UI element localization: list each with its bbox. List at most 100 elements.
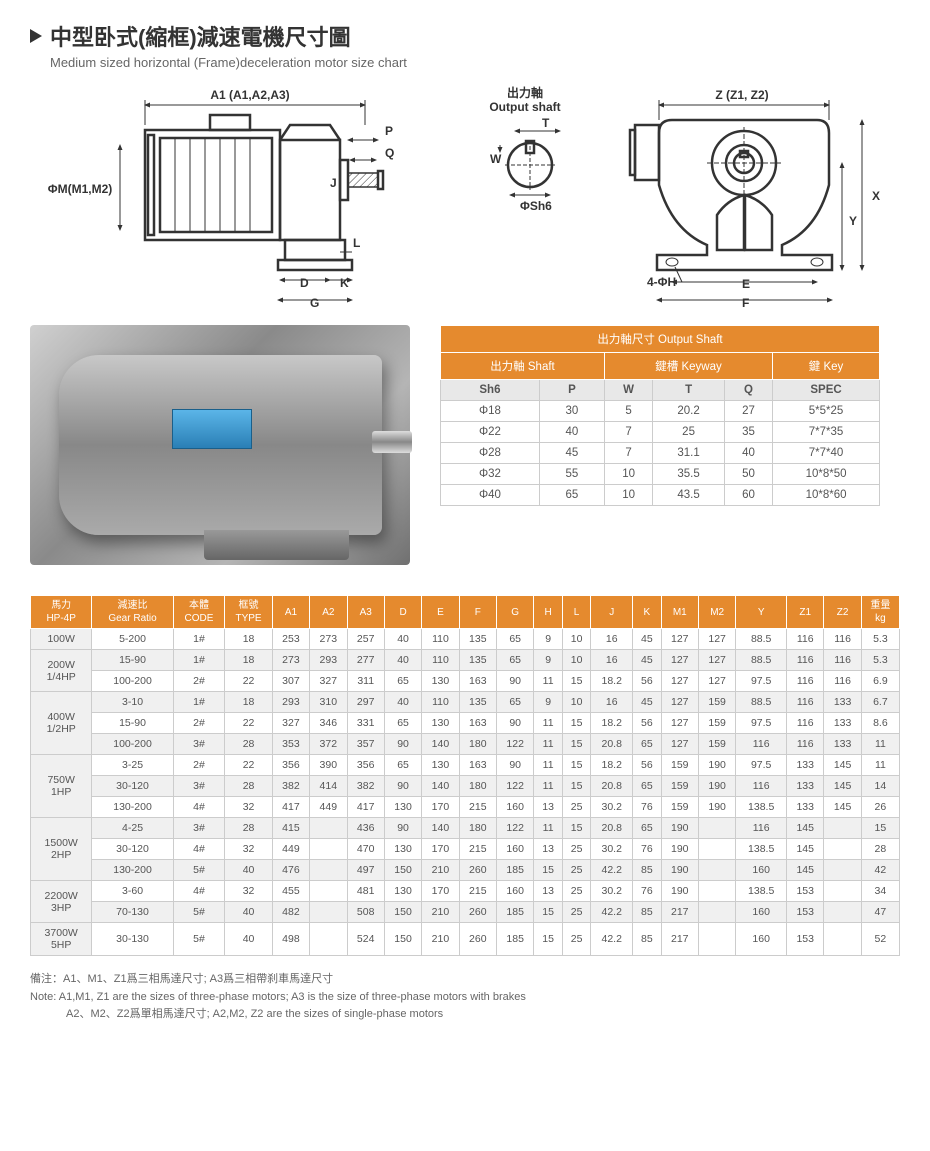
- table-cell: 40: [225, 923, 272, 956]
- table-cell: 70-130: [92, 902, 173, 923]
- table-cell: 42.2: [591, 923, 633, 956]
- table-cell: 481: [347, 881, 384, 902]
- table-cell: 215: [459, 797, 496, 818]
- table-cell: 185: [497, 923, 534, 956]
- table-cell: 482: [272, 902, 309, 923]
- table-cell: 4#: [173, 839, 225, 860]
- table-cell: 1#: [173, 629, 225, 650]
- table-cell: 116: [824, 671, 861, 692]
- table-cell: 133: [824, 734, 861, 755]
- table-cell: 150: [384, 902, 421, 923]
- svg-text:G: G: [310, 296, 319, 310]
- table-cell: 357: [347, 734, 384, 755]
- triangle-icon: [30, 29, 42, 43]
- table-cell: 97.5: [736, 713, 787, 734]
- output-shaft-diagram: 出力軸 Output shaft T W ΦSh6: [470, 85, 577, 225]
- table-cell: 356: [347, 755, 384, 776]
- table-cell: 110: [422, 650, 459, 671]
- table-cell: 20.8: [591, 776, 633, 797]
- table-cell: 3#: [173, 734, 225, 755]
- table-cell: 11: [534, 713, 562, 734]
- table-cell-hp: 1500W2HP: [31, 818, 92, 881]
- table-cell: 140: [422, 818, 459, 839]
- table-cell: 65: [384, 755, 421, 776]
- table-cell: 185: [497, 860, 534, 881]
- table-cell: 11: [861, 755, 899, 776]
- table-cell: [698, 902, 735, 923]
- table-cell: 45: [539, 443, 604, 464]
- table-cell: 90: [497, 755, 534, 776]
- table-cell: 18: [225, 650, 272, 671]
- photo-table-section: 出力軸尺寸 Output Shaft 出力軸 Shaft 鍵槽 Keyway 鍵…: [30, 325, 900, 565]
- side-view-diagram: A1 (A1,A2,A3) ΦM(M1,M2) P Q J: [30, 85, 450, 315]
- table-cell-hp: 750W1HP: [31, 755, 92, 818]
- table-cell: 415: [272, 818, 309, 839]
- table-cell: 116: [787, 671, 824, 692]
- table-column-header: A3: [347, 596, 384, 629]
- table-cell: 307: [272, 671, 309, 692]
- table-cell: 65: [384, 671, 421, 692]
- table-cell: 25: [562, 923, 590, 956]
- table-cell: 18: [225, 629, 272, 650]
- table-cell: [698, 881, 735, 902]
- table-cell: 16: [591, 692, 633, 713]
- table-cell: 56: [633, 713, 661, 734]
- table-cell: 25: [562, 797, 590, 818]
- svg-text:J: J: [330, 176, 337, 190]
- table-column-header: K: [633, 596, 661, 629]
- table-cell: 90: [384, 734, 421, 755]
- table-cell: 40: [539, 422, 604, 443]
- table-cell: 56: [633, 755, 661, 776]
- table-column-header: G: [497, 596, 534, 629]
- table-cell: 1#: [173, 692, 225, 713]
- table-cell: 116: [736, 818, 787, 839]
- table-cell: 76: [633, 797, 661, 818]
- table-cell: [310, 902, 347, 923]
- table-cell: 6.7: [861, 692, 899, 713]
- svg-text:A1 (A1,A2,A3): A1 (A1,A2,A3): [210, 88, 289, 102]
- table-cell: 163: [459, 755, 496, 776]
- table-cell: 11: [534, 671, 562, 692]
- table-cell: 170: [422, 839, 459, 860]
- table-cell: 455: [272, 881, 309, 902]
- table-cell: 28: [861, 839, 899, 860]
- table-cell: 145: [787, 839, 824, 860]
- table-cell: 56: [633, 671, 661, 692]
- table-cell: 130: [422, 713, 459, 734]
- table-column-header: Sh6: [441, 380, 540, 401]
- table-cell: 353: [272, 734, 309, 755]
- table-cell: 90: [384, 776, 421, 797]
- table-cell: 190: [698, 776, 735, 797]
- table-cell: 35: [724, 422, 772, 443]
- table-cell: 28: [225, 734, 272, 755]
- svg-text:D: D: [300, 276, 309, 290]
- table-cell: 20.8: [591, 818, 633, 839]
- table-cell: 180: [459, 818, 496, 839]
- table-cell: 16: [591, 629, 633, 650]
- table-cell: 65: [497, 650, 534, 671]
- table-column-header: H: [534, 596, 562, 629]
- table-cell: 127: [698, 671, 735, 692]
- table-cell: 122: [497, 734, 534, 755]
- table-cell: 65: [633, 776, 661, 797]
- table-cell: 253: [272, 629, 309, 650]
- table-cell: 346: [310, 713, 347, 734]
- table-cell: 127: [698, 629, 735, 650]
- table-cell: 22: [225, 671, 272, 692]
- table-cell: 10: [604, 464, 652, 485]
- table-cell: 449: [272, 839, 309, 860]
- table-cell: 5.3: [861, 629, 899, 650]
- table-cell: 32: [225, 797, 272, 818]
- table-cell: 163: [459, 671, 496, 692]
- table-cell: 130: [422, 755, 459, 776]
- table-cell: 85: [633, 902, 661, 923]
- table-cell: 15: [562, 713, 590, 734]
- table-cell: 30.2: [591, 797, 633, 818]
- table-cell: 159: [661, 776, 698, 797]
- table-cell: 5#: [173, 860, 225, 881]
- table-cell: [698, 839, 735, 860]
- table-cell: 508: [347, 902, 384, 923]
- page-header: 中型卧式(縮框)減速電機尺寸圖 Medium sized horizontal …: [30, 20, 900, 70]
- output-shaft-table: 出力軸尺寸 Output Shaft 出力軸 Shaft 鍵槽 Keyway 鍵…: [440, 325, 880, 506]
- table-cell: 3-10: [92, 692, 173, 713]
